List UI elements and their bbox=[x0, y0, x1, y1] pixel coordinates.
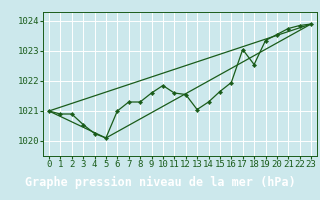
Text: Graphe pression niveau de la mer (hPa): Graphe pression niveau de la mer (hPa) bbox=[25, 175, 295, 189]
